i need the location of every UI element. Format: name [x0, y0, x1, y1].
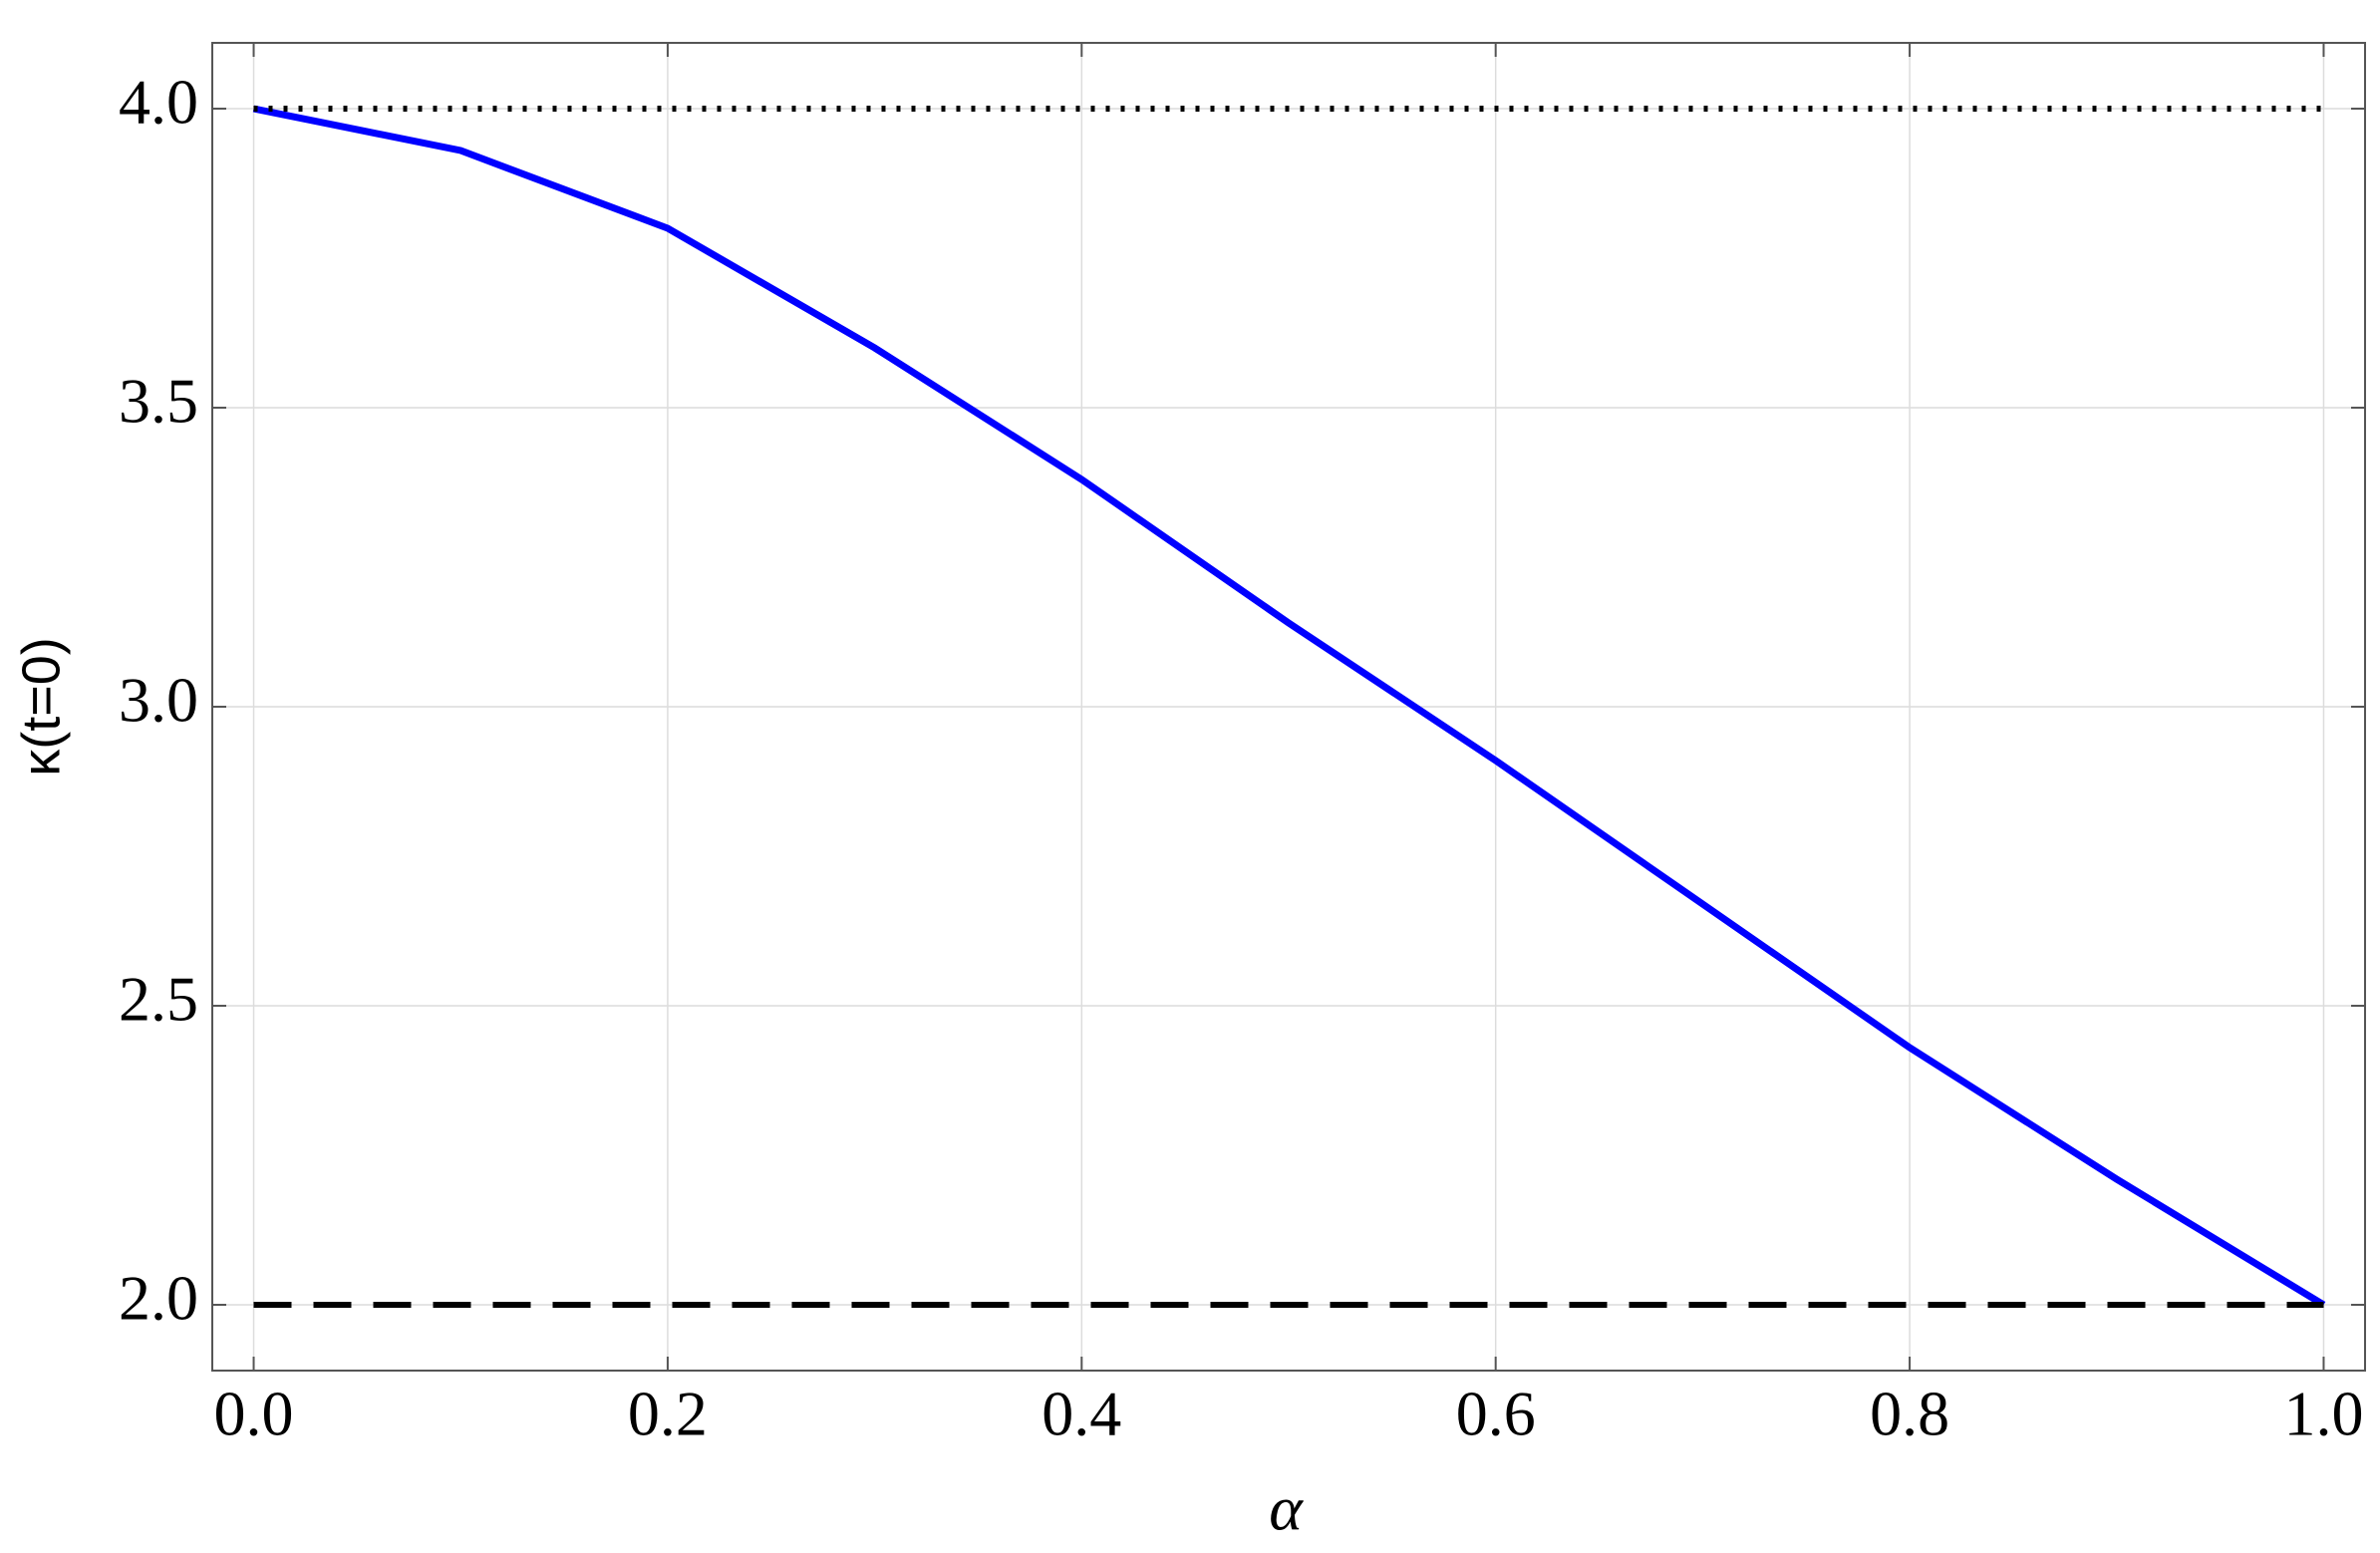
x-tick-label: 0.4 [1041, 1379, 1121, 1449]
x-axis-label: α [1269, 1473, 1304, 1544]
x-tick-label: 0.8 [1870, 1379, 1949, 1449]
y-axis-label: κ(t=0) [11, 637, 71, 776]
x-tick-label: 0.0 [214, 1379, 294, 1449]
y-tick-label: 2.0 [119, 1263, 198, 1334]
x-tick-label: 0.6 [1456, 1379, 1536, 1449]
plot-frame [211, 42, 2366, 1372]
y-tick-label: 3.5 [119, 366, 198, 437]
series-line [252, 105, 2326, 1308]
y-tick-label: 4.0 [119, 67, 198, 138]
y-tick-label: 2.5 [119, 964, 198, 1035]
x-tick-label: 1.0 [2283, 1379, 2363, 1449]
y-tick-label: 3.0 [119, 665, 198, 736]
x-tick-label: 0.2 [628, 1379, 708, 1449]
